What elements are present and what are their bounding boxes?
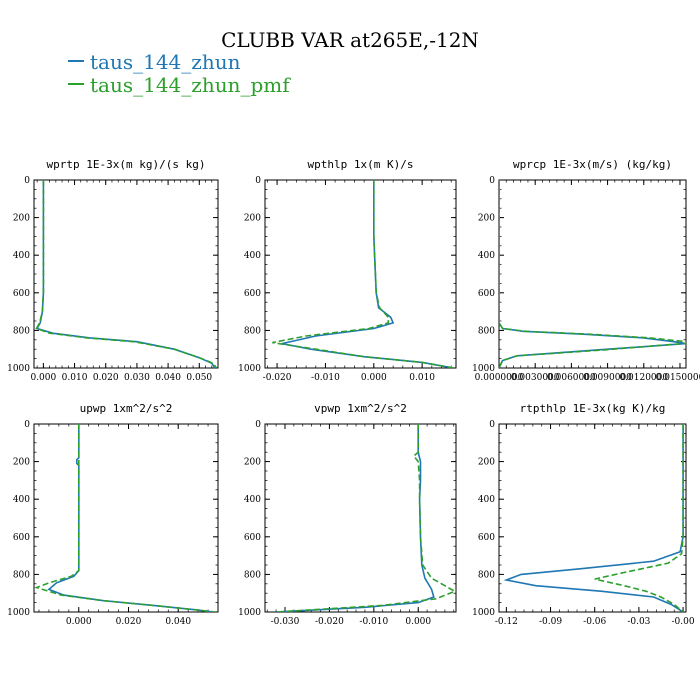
y-tick-label: 200 — [478, 458, 495, 468]
x-tick-label: 0.020 — [93, 373, 119, 383]
y-tick-label: 800 — [244, 326, 261, 336]
series-line-1 — [35, 180, 216, 368]
y-tick-label: 800 — [244, 570, 261, 580]
panel-frame-1 — [33, 179, 219, 369]
y-tick-label: 1000 — [7, 608, 30, 618]
x-tick-label: -0.020 — [315, 617, 344, 627]
y-tick-label: 0 — [255, 176, 261, 186]
panel-title-4: upwp 1xm^2/s^2 — [80, 402, 173, 415]
x-tick-label: 0.030 — [124, 373, 150, 383]
y-tick-label: 0 — [489, 420, 495, 430]
y-tick-label: 400 — [478, 495, 495, 505]
x-tick-label: 0.000 — [30, 373, 56, 383]
series-line-2 — [594, 424, 684, 612]
figure-title: CLUBB VAR at265E,-12N — [221, 28, 479, 52]
y-tick-label: 800 — [13, 570, 30, 580]
series-line-1 — [47, 424, 214, 612]
x-tick-label: 0.0000000 — [475, 373, 524, 383]
series-line-1 — [281, 180, 454, 368]
y-tick-label: 600 — [13, 289, 30, 299]
series-line-1 — [276, 424, 435, 612]
x-tick-label: 0.0060000 — [547, 373, 596, 383]
x-tick-label: 0.0030000 — [511, 373, 560, 383]
x-tick-label: -0.030 — [271, 617, 300, 627]
legend-line-1 — [68, 59, 84, 62]
x-tick-label: 0.0120000 — [619, 373, 668, 383]
panel-frame-4 — [33, 423, 219, 613]
series-line-2 — [34, 424, 216, 612]
y-tick-label: 400 — [478, 251, 495, 261]
x-tick-label: 0.0090000 — [583, 373, 632, 383]
legend-item-2: taus_144_zhun_pmf — [68, 73, 290, 97]
panel-title-1: wprtp 1E-3x(m kg)/(s kg) — [47, 158, 206, 171]
series-line-2 — [272, 180, 454, 368]
legend-label-1: taus_144_zhun — [90, 50, 241, 74]
x-tick-label: 0.040 — [165, 617, 191, 627]
y-tick-label: 400 — [244, 495, 261, 505]
x-tick-label: -0.00 — [672, 617, 695, 627]
x-tick-label: 0.040 — [155, 373, 181, 383]
x-tick-label: 0.000 — [66, 617, 92, 627]
legend-label-2: taus_144_zhun_pmf — [90, 73, 290, 97]
y-tick-label: 0 — [24, 420, 30, 430]
x-tick-label: -0.010 — [359, 617, 388, 627]
y-tick-label: 800 — [13, 326, 30, 336]
y-tick-label: 200 — [478, 214, 495, 224]
y-tick-label: 0 — [24, 176, 30, 186]
y-tick-label: 200 — [13, 214, 30, 224]
y-tick-label: 1000 — [238, 364, 261, 374]
y-tick-label: 1000 — [472, 608, 495, 618]
y-tick-label: 400 — [13, 495, 30, 505]
panel-title-3: wprcp 1E-3x(m/s) (kg/kg) — [513, 158, 672, 171]
panel-title-6: rtpthlp 1E-3x(kg K)/kg — [520, 402, 666, 415]
y-tick-label: 600 — [478, 289, 495, 299]
x-tick-label: 0.020 — [116, 617, 142, 627]
panel-title-5: vpwp 1xm^2/s^2 — [314, 402, 407, 415]
y-tick-label: 800 — [478, 326, 495, 336]
legend-line-2 — [68, 82, 84, 85]
y-tick-label: 400 — [244, 251, 261, 261]
x-tick-label: 0.000 — [405, 617, 431, 627]
y-tick-label: 0 — [255, 420, 261, 430]
series-line-1 — [499, 180, 686, 368]
x-tick-label: -0.12 — [495, 617, 518, 627]
panel-frame-2 — [264, 179, 457, 369]
x-tick-label: 0.0150000 — [656, 373, 700, 383]
y-tick-label: 1000 — [238, 608, 261, 618]
x-tick-label: -0.09 — [539, 617, 562, 627]
x-tick-label: 0.010 — [409, 373, 435, 383]
y-tick-label: 200 — [244, 458, 261, 468]
y-tick-label: 600 — [13, 533, 30, 543]
x-tick-label: -0.020 — [263, 373, 292, 383]
legend-item-1: taus_144_zhun — [68, 50, 240, 74]
x-tick-label: -0.06 — [583, 617, 606, 627]
y-tick-label: 400 — [13, 251, 30, 261]
x-tick-label: 0.050 — [186, 373, 212, 383]
y-tick-label: 800 — [478, 570, 495, 580]
y-tick-label: 200 — [13, 458, 30, 468]
y-tick-label: 1000 — [472, 364, 495, 374]
x-tick-label: 0.000 — [361, 373, 387, 383]
series-line-1 — [503, 424, 684, 612]
x-tick-label: -0.010 — [311, 373, 340, 383]
y-tick-label: 1000 — [7, 364, 30, 374]
y-tick-label: 0 — [489, 176, 495, 186]
y-tick-label: 600 — [478, 533, 495, 543]
x-tick-label: 0.010 — [62, 373, 88, 383]
series-line-2 — [499, 180, 686, 368]
series-line-2 — [276, 424, 456, 612]
panel-title-2: wpthlp 1x(m K)/s — [308, 158, 414, 171]
y-tick-label: 200 — [244, 214, 261, 224]
series-line-2 — [35, 180, 218, 368]
x-tick-label: -0.03 — [627, 617, 650, 627]
y-tick-label: 600 — [244, 289, 261, 299]
y-tick-label: 600 — [244, 533, 261, 543]
